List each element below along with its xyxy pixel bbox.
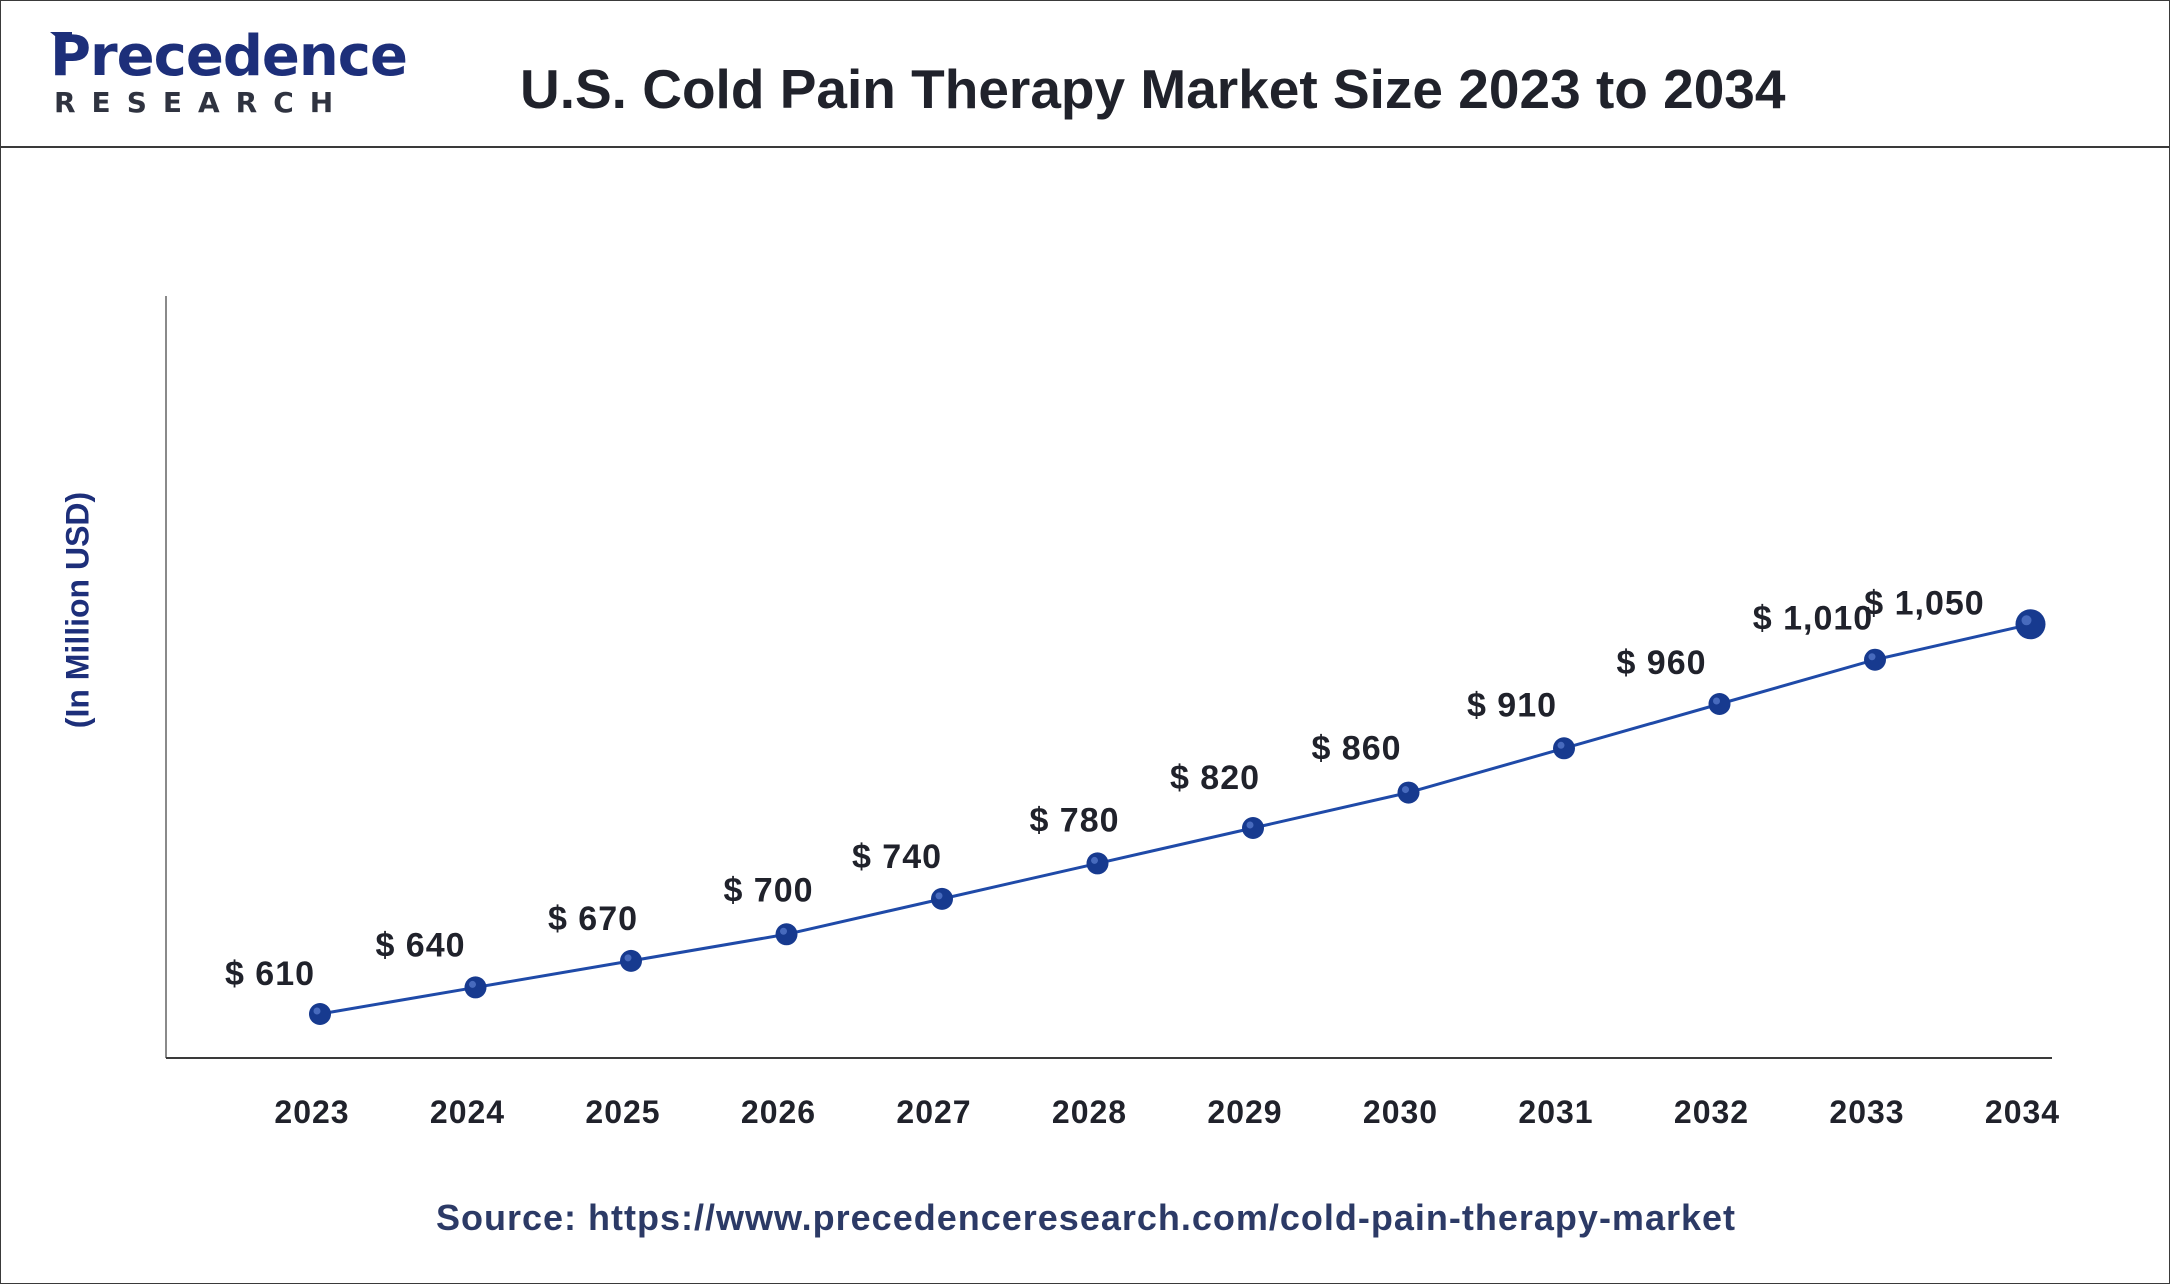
data-value-label: $ 740 [852, 838, 942, 876]
logo: Precedence RESEARCH [50, 22, 408, 122]
data-value-label: $ 910 [1467, 686, 1557, 724]
data-point-marker [309, 1003, 331, 1025]
x-tick-label: 2026 [741, 1094, 816, 1130]
logo-leaf-icon [50, 32, 72, 36]
x-tick-labels-layer: 2023 2024 2025 2026 2027 2028 2029 2030 2031 2032… [274, 1094, 2060, 1130]
data-point-marker [464, 976, 487, 999]
data-point-marker [2015, 609, 2046, 640]
x-tick-label: 2023 [274, 1094, 349, 1130]
data-point-highlight [1713, 697, 1720, 705]
data-value-label: $ 860 [1311, 730, 1401, 768]
data-value-label: $ 700 [723, 871, 813, 909]
data-value-label: $ 780 [1029, 801, 1119, 839]
x-tick-label: 2030 [1363, 1094, 1438, 1130]
data-value-label: $ 640 [375, 926, 465, 964]
data-point-highlight [624, 954, 632, 962]
logo-subtitle: RESEARCH [54, 86, 350, 119]
data-value-label: $ 1,050 [1864, 584, 1984, 622]
chart-title: U.S. Cold Pain Therapy Market Size 2023 … [520, 58, 1786, 120]
series-layer [309, 609, 2046, 1025]
data-point-marker [1397, 781, 1420, 804]
data-point-highlight [1557, 741, 1565, 749]
x-tick-label: 2032 [1674, 1094, 1749, 1130]
data-point-highlight [1868, 653, 1876, 661]
x-tick-label: 2027 [896, 1094, 971, 1130]
x-tick-label: 2028 [1052, 1094, 1127, 1130]
logo-wordmark: Precedence [50, 24, 408, 89]
data-value-label: $ 960 [1616, 644, 1706, 682]
x-tick-label: 2031 [1518, 1094, 1593, 1130]
data-point-highlight [780, 927, 787, 935]
data-value-label: $ 1,010 [1753, 600, 1873, 638]
data-point-highlight [1402, 786, 1409, 794]
data-point-highlight [1246, 821, 1254, 829]
data-value-label: $ 820 [1170, 759, 1260, 797]
x-tick-label: 2034 [1985, 1094, 2060, 1130]
data-value-label: $ 670 [548, 900, 638, 938]
x-tick-label: 2025 [585, 1094, 660, 1130]
data-point-highlight [1091, 856, 1098, 864]
header-bar: Precedence RESEARCH U.S. Cold Pain Thera… [0, 0, 2170, 148]
x-tick-label: 2024 [430, 1094, 505, 1130]
data-point-highlight [469, 980, 476, 988]
data-point-marker [1086, 852, 1109, 875]
data-labels-layer: $ 610 $ 640 $ 670 $ 700 $ 740 $ 780 $ 820 $ 860… [225, 584, 1984, 993]
data-value-label: $ 610 [225, 955, 315, 993]
data-point-marker [620, 949, 642, 972]
data-point-highlight [2021, 615, 2032, 626]
data-point-highlight [935, 892, 943, 900]
series-line [319, 622, 2031, 1016]
source-note: Source: https://www.precedenceresearch.c… [435, 1197, 1737, 1238]
data-point-marker [1242, 817, 1264, 840]
data-point-marker [1553, 737, 1575, 760]
data-point-marker [1708, 693, 1731, 716]
data-point-marker [1864, 648, 1886, 671]
x-tick-label: 2033 [1829, 1094, 1904, 1130]
data-point-marker [775, 923, 798, 946]
data-point-marker [931, 887, 953, 910]
x-tick-label: 2029 [1207, 1094, 1282, 1130]
data-point-highlight [313, 1007, 321, 1015]
line-chart: $ 610 $ 640 $ 670 $ 700 $ 740 $ 780 $ 820 $ 860… [165, 296, 2060, 1130]
